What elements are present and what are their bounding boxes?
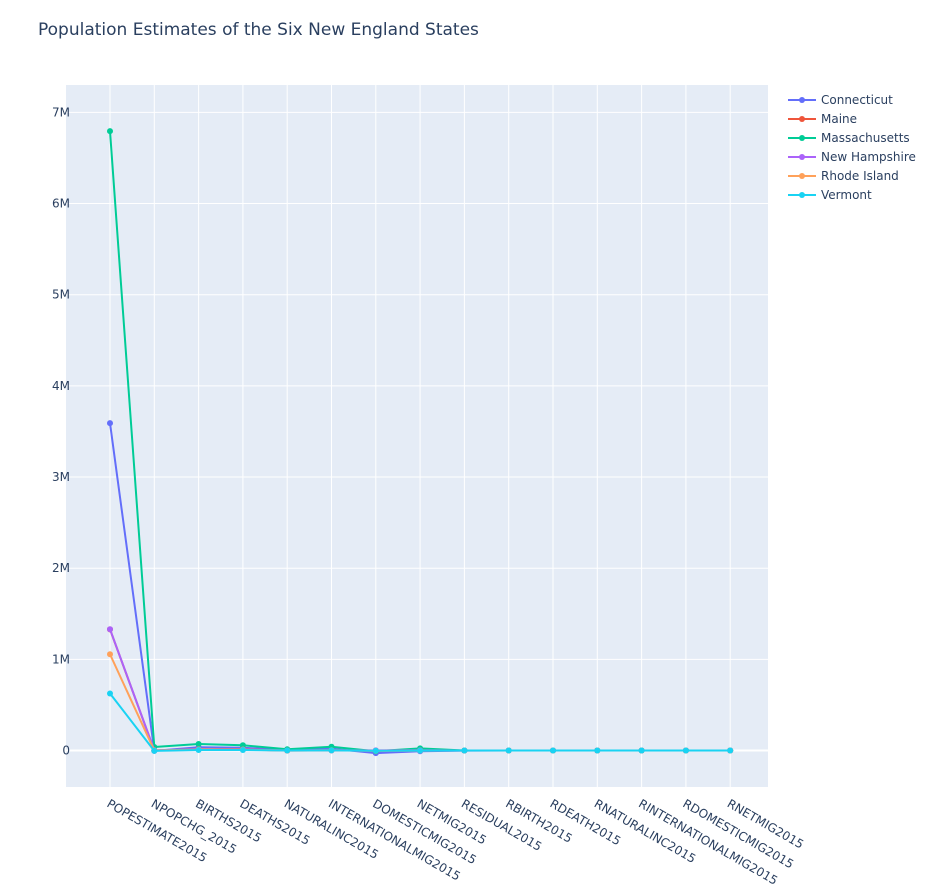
- legend-label: Connecticut: [821, 93, 893, 107]
- data-point[interactable]: [727, 747, 734, 754]
- data-point[interactable]: [328, 747, 335, 754]
- data-point[interactable]: [107, 651, 113, 658]
- legend-item-maine[interactable]: Maine: [788, 112, 857, 126]
- data-point[interactable]: [107, 128, 113, 135]
- y-tick-label: 4M: [52, 379, 70, 393]
- y-tick-label: 5M: [52, 288, 70, 302]
- y-tick-label: 0: [62, 744, 70, 758]
- legend-label: Massachusetts: [821, 131, 910, 145]
- data-point[interactable]: [461, 747, 468, 754]
- y-tick-label: 3M: [52, 470, 70, 484]
- y-tick-label: 2M: [52, 561, 70, 575]
- series-layer: [107, 128, 734, 757]
- data-point[interactable]: [284, 747, 291, 754]
- data-point[interactable]: [682, 747, 689, 754]
- legend-marker: [799, 192, 805, 198]
- data-point[interactable]: [372, 747, 379, 754]
- plot-area: [66, 85, 768, 787]
- chart-title: Population Estimates of the Six New Engl…: [38, 20, 479, 40]
- legend-item-massachusetts[interactable]: Massachusetts: [788, 131, 910, 145]
- y-tick-label: 1M: [52, 652, 70, 666]
- legend-marker: [799, 116, 805, 122]
- legend-label: Rhode Island: [821, 169, 899, 183]
- legend-marker: [799, 135, 805, 141]
- data-point[interactable]: [638, 747, 645, 754]
- legend-marker: [799, 97, 805, 103]
- legend[interactable]: Connecticut Maine Massachusetts New Hampshi…: [788, 93, 916, 202]
- legend-label: Vermont: [821, 188, 872, 202]
- legend-item-rhode-island[interactable]: Rhode Island: [788, 169, 899, 183]
- data-point[interactable]: [550, 747, 556, 754]
- legend-label: New Hampshire: [821, 150, 916, 164]
- legend-marker: [799, 154, 805, 160]
- data-point[interactable]: [505, 747, 512, 754]
- data-point[interactable]: [239, 747, 246, 754]
- series-vermont: [107, 690, 734, 754]
- legend-item-new-hampshire[interactable]: New Hampshire: [788, 150, 916, 164]
- data-point[interactable]: [107, 690, 113, 697]
- data-point[interactable]: [239, 742, 246, 749]
- legend-label: Maine: [821, 112, 857, 126]
- legend-item-connecticut[interactable]: Connecticut: [788, 93, 893, 107]
- data-point[interactable]: [151, 747, 158, 754]
- y-tick-label: 7M: [52, 105, 70, 119]
- legend-marker: [799, 173, 805, 179]
- data-point[interactable]: [195, 746, 202, 753]
- y-axis-ticks: 0 1M 2M 3M 4M 5M 6M 7M: [52, 105, 70, 757]
- data-point[interactable]: [195, 740, 202, 747]
- x-axis-ticks: POPESTIMATE2015NPOPCHG_2015BIRTHS2015DEA…: [105, 796, 807, 887]
- data-point[interactable]: [594, 747, 601, 754]
- y-tick-label: 6M: [52, 197, 70, 211]
- x-gridlines: [109, 85, 731, 787]
- legend-item-vermont[interactable]: Vermont: [788, 188, 872, 202]
- data-point[interactable]: [107, 420, 113, 427]
- data-point[interactable]: [107, 626, 113, 633]
- data-point[interactable]: [417, 747, 424, 754]
